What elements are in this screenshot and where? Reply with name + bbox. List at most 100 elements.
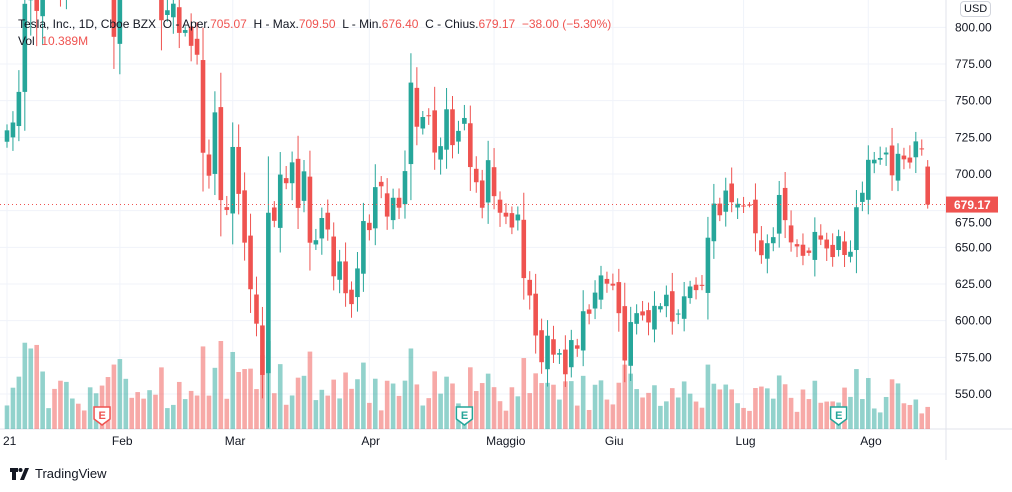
volume-bar [699,407,705,429]
volume-bar [444,376,449,429]
candle-body [521,219,527,279]
candle-body [171,3,176,18]
candle-body [212,112,218,174]
volume-bar [747,410,752,429]
candle-body [218,107,224,201]
earnings-label: E [461,410,468,422]
candle-body [747,204,752,206]
ohlc-legend: Tesla, Inc., 1D, Cboe BZX O - Aper.705.0… [18,17,611,31]
candle-body [574,345,580,349]
candle-body [533,293,538,336]
volume-bar [230,351,236,429]
candle-body [295,158,301,208]
candle-body [806,250,812,253]
volume-bar [871,408,877,429]
volume-bar [919,413,925,429]
volume-bar [497,401,503,429]
volume-bar [634,389,639,429]
volume-bar [503,410,509,429]
volume-bar [669,388,675,429]
candle-body [664,294,669,307]
x-tick-label: Lug [736,434,756,448]
candle-body [283,178,289,184]
y-tick-label: 675.00 [955,216,992,230]
candle-body [652,305,657,330]
candle-body [687,286,693,299]
volume-bar [75,403,81,429]
candle-body [230,146,236,214]
volume-bar [788,397,794,429]
volume-bar [254,389,259,429]
volume-bar [854,369,859,429]
candle-body [224,207,230,210]
candle-body [723,190,729,212]
candle-body [741,205,746,207]
volume-bar [46,408,51,429]
candle-body [901,155,907,160]
volume-bar [384,380,390,429]
volume-bar [759,386,764,429]
candle-body [889,145,895,176]
earnings-marker [829,406,848,426]
volume-bar [711,383,717,429]
volume-bar [628,373,633,429]
candle-body [4,130,10,142]
volume-bar [687,393,693,429]
volume-bar [664,401,669,429]
candle-body [735,203,740,208]
candle-body [337,261,342,280]
candle-body [675,313,681,315]
candle-body [527,279,533,296]
candle-body [842,241,847,255]
candle-body [616,282,622,314]
y-tick-label: 625.00 [955,277,992,291]
volume-bar [141,398,146,429]
candle-body [729,183,734,203]
candle-body [432,110,437,153]
volume-bar [277,364,283,429]
volume-bar [533,373,538,429]
candle-body [883,152,889,155]
volume-bar [111,364,117,429]
tradingview-logo[interactable]: TradingView [10,466,107,481]
candle-body [919,148,925,150]
volume-bar [123,378,129,429]
candle-body [509,213,515,228]
x-tick-label: Maggio [486,434,526,448]
volume-bar [640,397,645,429]
candle-body [289,162,295,184]
candle-body [634,313,639,324]
y-tick-label: 775.00 [955,57,992,71]
volume-bar [171,404,176,429]
y-tick-label: 600.00 [955,314,992,328]
candle-body [753,199,758,234]
candle-body [693,284,699,291]
volume-bar [378,410,384,429]
x-tick-label: Apr [361,434,380,448]
volume-bar [794,411,800,429]
volume-bar [408,348,414,429]
volume-value: 10.389M [41,34,89,48]
candle-body [580,311,586,351]
volume-bar [557,399,562,429]
candle-body [907,157,913,163]
candle-body [22,3,28,92]
volume-bar [147,390,152,429]
brand-name: TradingView [35,466,107,481]
candle-body [117,0,123,44]
candle-body [111,0,117,37]
volume-bar [105,377,111,429]
volume-bar [10,387,16,429]
candle-body [242,190,247,243]
volume-bar [913,399,919,429]
candle-body [569,340,574,368]
volume-bar [765,388,770,429]
volume-bar [390,383,396,429]
candle-body [408,82,414,165]
volume-bar [218,341,224,429]
candle-body [188,26,194,46]
currency-button[interactable]: USD [960,1,992,17]
volume-bar [343,372,348,429]
volume-bar [34,344,39,429]
